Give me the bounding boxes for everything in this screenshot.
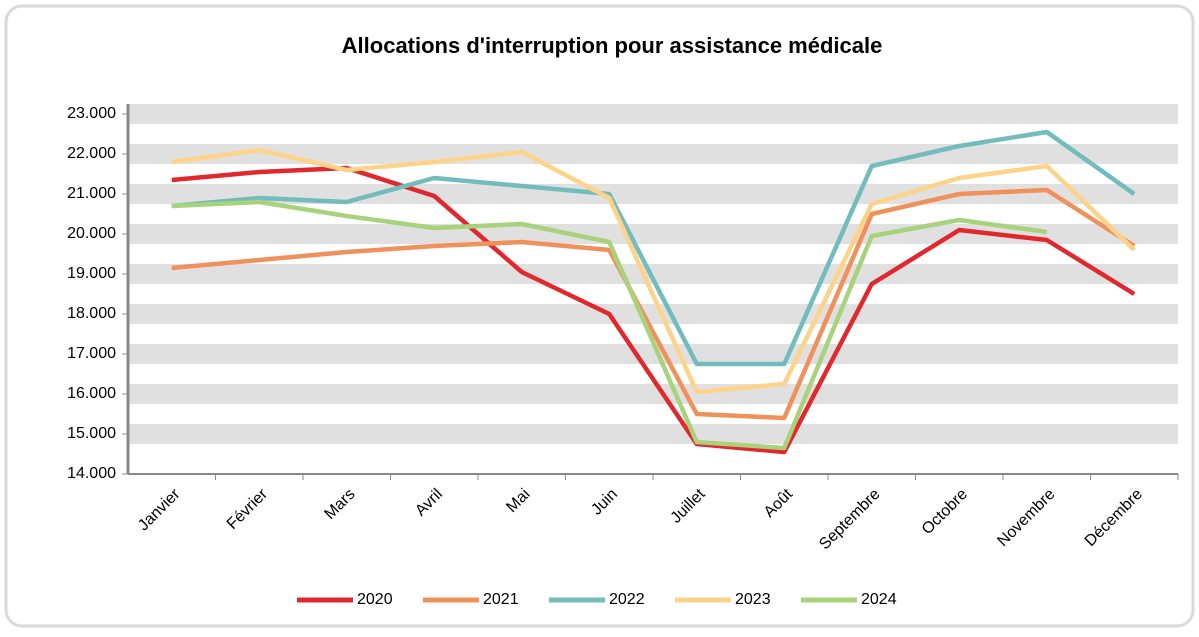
- chart-title: Allocations d'interruption pour assistan…: [342, 33, 883, 58]
- legend-label: 2022: [609, 591, 645, 608]
- series-line: [171, 199, 1048, 451]
- series-line: [171, 187, 1136, 421]
- y-tick-label: 18.000: [67, 305, 116, 322]
- series-line: [171, 147, 1136, 395]
- legend-label: 2021: [483, 591, 519, 608]
- y-tick-label: 20.000: [67, 225, 116, 242]
- y-tick-label: 23.000: [67, 105, 116, 122]
- series-line: [171, 129, 1136, 367]
- y-tick-label: 15.000: [67, 425, 116, 442]
- y-tick-label: 17.000: [67, 345, 116, 362]
- y-tick-label: 14.000: [67, 465, 116, 482]
- legend-label: 2023: [735, 591, 771, 608]
- legend-label: 2024: [861, 591, 897, 608]
- y-tick-label: 22.000: [67, 145, 116, 162]
- y-tick-label: 19.000: [67, 265, 116, 282]
- y-tick-label: 16.000: [67, 385, 116, 402]
- legend-label: 2020: [357, 591, 393, 608]
- y-tick-label: 21.000: [67, 185, 116, 202]
